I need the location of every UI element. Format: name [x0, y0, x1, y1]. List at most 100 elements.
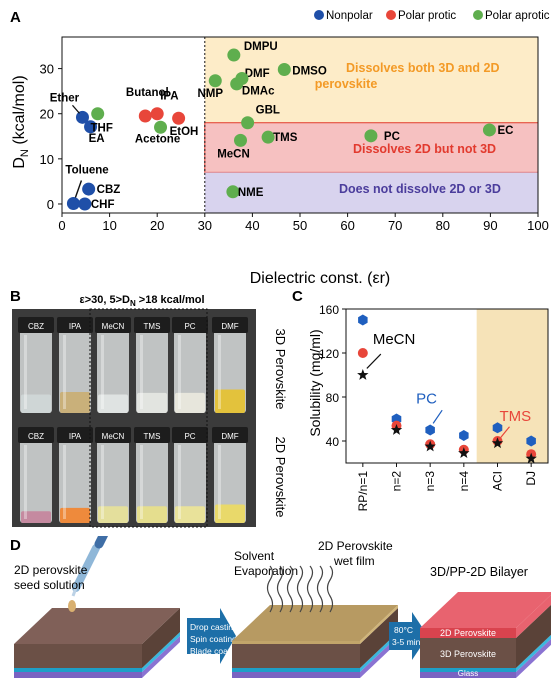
legend-entry: Polar aprotic — [485, 10, 550, 22]
vial-glass — [136, 439, 168, 523]
point-ec — [482, 123, 496, 137]
layer-glass-label: Glass — [458, 669, 478, 678]
perovskite-3d-layer-side — [516, 604, 551, 668]
vial-cap-label: PC — [184, 432, 195, 441]
glass-layer — [14, 672, 142, 678]
legend-entry: Nonpolar — [326, 10, 373, 22]
legend-entry: Polar protic — [398, 10, 456, 22]
vial-glass — [20, 439, 52, 523]
point-label-thf: THF — [91, 123, 113, 135]
tms-marker — [491, 437, 504, 449]
vial-cap-label: CBZ — [28, 322, 44, 331]
tms-marker — [525, 452, 537, 464]
point-label-butanol: Butanol — [126, 87, 169, 99]
vial-liquid — [137, 392, 167, 413]
vial-glass — [136, 329, 168, 413]
top-surface — [420, 592, 551, 628]
point-label-ec: EC — [497, 125, 513, 137]
point-label-dmf: DMF — [245, 68, 270, 80]
blue-layer — [420, 668, 516, 672]
wet-film-layer — [232, 641, 360, 644]
vial-glass — [59, 439, 91, 523]
y-tick-label: 0 — [47, 197, 54, 212]
vial-liquid — [98, 506, 128, 523]
process-arrow-1 — [187, 608, 236, 664]
vial-cap-label: PC — [184, 322, 195, 331]
tms-marker — [357, 369, 369, 380]
vial-cap — [134, 427, 170, 443]
panel-c-label: C — [292, 288, 303, 305]
arrow1-text: Blade coating — [190, 646, 242, 656]
point-acetone — [154, 120, 168, 134]
panel-d-label: D — [10, 537, 21, 554]
blue-layer-side — [142, 632, 180, 672]
glass-layer-side — [516, 638, 551, 678]
substrate-stack — [232, 605, 398, 678]
y-tick-label: 40 — [326, 435, 340, 449]
point-label-nme: NME — [238, 187, 264, 199]
chart-c: 40 80 120 160 RP/n=1 n=2 n=3 n=4 ACI DJ MeCN PC TMS — [319, 303, 549, 511]
vapor-line — [276, 565, 284, 613]
point-dmso — [277, 62, 291, 76]
y-tick-label: 80 — [326, 391, 340, 405]
vapor-line — [266, 565, 274, 613]
vapor-line — [306, 565, 314, 613]
y-tick-label: 160 — [319, 303, 339, 317]
point-label-dmac: DMAc — [242, 86, 275, 98]
seed-label-1: 2D perovskite — [14, 563, 88, 577]
wet-film-layer-side — [360, 605, 398, 644]
highlight-dashed-box — [89, 308, 208, 528]
point-ipa — [150, 107, 164, 121]
tms-marker — [458, 447, 470, 458]
layer-2d-label: 2D Perovskite — [440, 628, 496, 638]
point-label-ether: Ether — [50, 92, 80, 104]
region-0 — [204, 37, 539, 123]
mecn-marker — [357, 348, 368, 358]
vapor-line — [286, 565, 294, 613]
vial-glass — [214, 439, 246, 523]
vial-liquid — [215, 389, 245, 413]
arrow2-text-1: 80°C — [394, 625, 413, 635]
svg-text:DN (kcal/mol): DN (kcal/mol) — [11, 75, 31, 168]
tms-marker — [424, 440, 436, 452]
vial-glass — [20, 329, 52, 413]
region-2 — [204, 172, 539, 213]
perovskite-3d-layer — [420, 638, 516, 668]
substrate-stack — [14, 608, 180, 678]
point-chf — [78, 197, 92, 211]
perovskite-3d-layer — [14, 644, 142, 668]
x-tick-label: 0 — [58, 218, 65, 233]
panel-b-label: B — [10, 288, 21, 305]
vial-cap-label: MeCN — [102, 432, 125, 441]
panel-a-chart: A Nonpolar Polar protic Polar aprotic Diss… — [10, 9, 550, 287]
point-cbz — [82, 182, 96, 196]
point-label-pc: PC — [384, 131, 400, 143]
pc-marker — [459, 430, 469, 441]
vapor-line — [326, 565, 334, 613]
vial-cap — [95, 427, 131, 443]
blue-layer-side — [360, 632, 398, 672]
perovskite-2d-layer — [420, 628, 516, 638]
arrow1-text: Spin coating — [190, 634, 237, 644]
point-label-tms: TMS — [273, 132, 298, 144]
point-pc — [364, 129, 378, 143]
x-tick-label: 40 — [245, 218, 259, 233]
row-labels: 3D Perovskite 2D Perovskite — [273, 329, 288, 518]
point-label-nmp: NMP — [197, 88, 223, 100]
bilayer-title: 3D/PP-2D Bilayer — [430, 565, 528, 579]
row-label-3d: 3D Perovskite — [273, 329, 288, 410]
pipette-icon — [72, 544, 100, 592]
point-toluene — [66, 197, 80, 211]
region-label-0: Dissolves both 3D and 2D perovskite — [315, 61, 500, 91]
x-tick-label: 30 — [198, 218, 212, 233]
pc-marker — [492, 422, 503, 434]
annot-tms: TMS — [500, 408, 532, 425]
legend-marker — [314, 10, 324, 20]
vial-liquid — [175, 506, 205, 523]
solvent-label-2: Evaporation — [234, 564, 298, 578]
point-label-mecn: MeCN — [217, 148, 250, 160]
x-tick-label: 80 — [436, 218, 450, 233]
